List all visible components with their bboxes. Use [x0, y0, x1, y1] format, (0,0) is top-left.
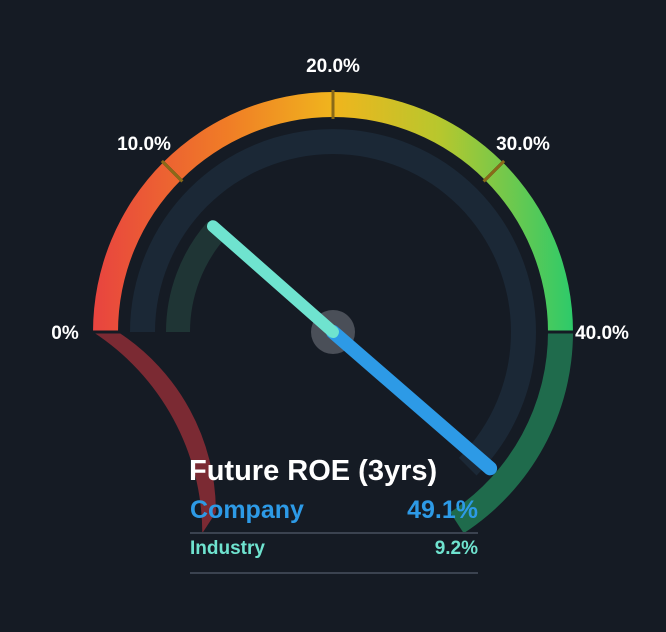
- overflow-arc-low: [93, 332, 216, 534]
- legend-panel: Future ROE (3yrs) Company 49.1% Industry…: [189, 452, 478, 574]
- industry-needle: [206, 220, 339, 338]
- company-row: Company 49.1%: [190, 496, 478, 534]
- inner-track: [130, 129, 536, 332]
- industry-value: 9.2%: [434, 538, 478, 559]
- tick-label: 40.0%: [575, 323, 629, 344]
- tick-label: 20.0%: [306, 56, 360, 77]
- scale-tick-mark: [160, 159, 184, 183]
- tick-label: 0%: [51, 323, 79, 344]
- company-label: Company: [190, 496, 304, 524]
- industry-track: [166, 221, 226, 332]
- scale-tick-mark: [482, 159, 506, 183]
- chart-title: Future ROE (3yrs): [189, 455, 438, 487]
- company-needle: [326, 325, 498, 476]
- tick-label: 10.0%: [117, 134, 171, 155]
- overflow-arc-high: [450, 332, 573, 534]
- industry-label: Industry: [190, 538, 265, 559]
- scale-arc: [93, 92, 573, 332]
- company-value: 49.1%: [407, 496, 478, 524]
- tick-label: 30.0%: [496, 134, 550, 155]
- inner-track-overflow: [458, 332, 536, 476]
- industry-row: Industry 9.2%: [190, 538, 478, 574]
